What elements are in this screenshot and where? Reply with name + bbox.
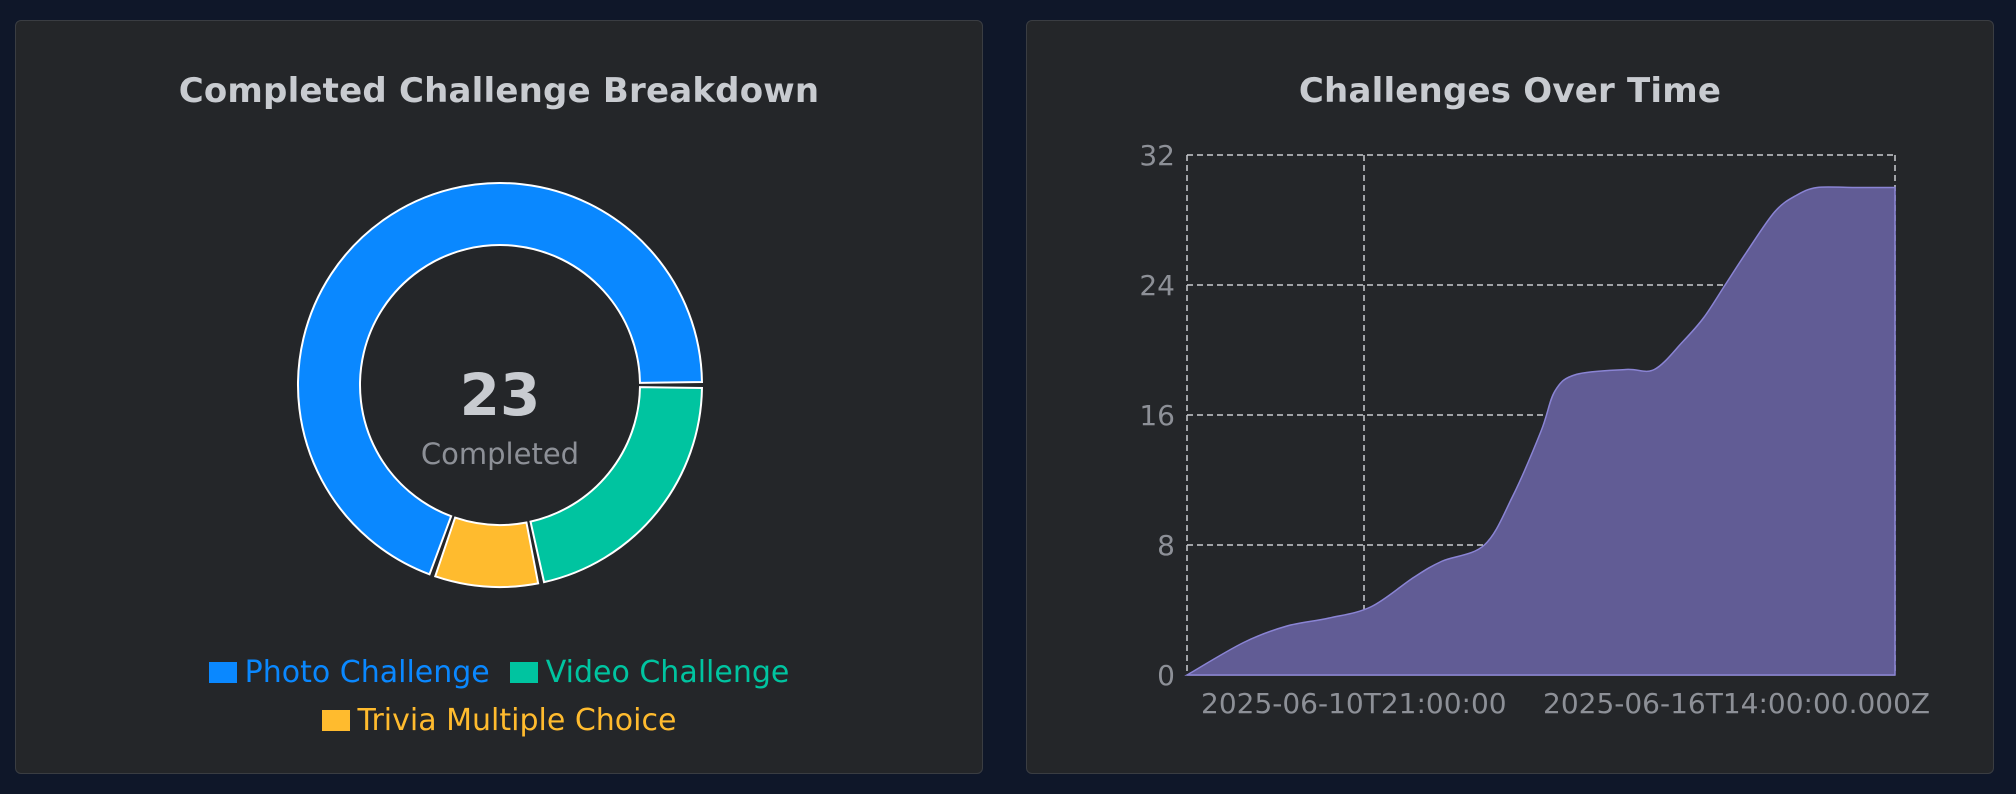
challenge-breakdown-panel: Completed Challenge Breakdown 23 Complet…	[15, 20, 983, 774]
donut-chart: 23 Completed	[297, 182, 703, 588]
legend-label-photo: Photo Challenge	[244, 655, 490, 690]
challenges-over-time-panel: Challenges Over Time 0 8 16 24 32 2025-06-10…	[1026, 20, 1994, 774]
y-tick-label-32: 32	[1139, 139, 1175, 172]
y-tick-label-24: 24	[1139, 269, 1175, 302]
completed-label: Completed	[421, 437, 579, 471]
breakdown-title: Completed Challenge Breakdown	[178, 71, 820, 111]
legend-row-2: Trivia Multiple Choice	[16, 703, 982, 738]
legend-label-video: Video Challenge	[545, 655, 790, 690]
legend-row-1: Photo Challenge Video Challenge	[16, 655, 982, 690]
legend-item-photo[interactable]: Photo Challenge	[208, 655, 490, 690]
donut-slice-video-challenge[interactable]	[529, 386, 703, 584]
legend-swatch-photo	[208, 662, 237, 683]
x-tick-label-1: 2025-06-16T14:00:00.000Z	[1543, 687, 1930, 720]
x-tick-label-0: 2025-06-10T21:00:00	[1201, 687, 1507, 720]
over-time-title: Challenges Over Time	[1298, 71, 1722, 111]
y-tick-label-16: 16	[1139, 399, 1175, 432]
legend-label-trivia: Trivia Multiple Choice	[357, 703, 677, 738]
completed-count: 23	[460, 361, 541, 429]
legend-item-video[interactable]: Video Challenge	[509, 655, 790, 690]
legend-swatch-video	[509, 662, 538, 683]
donut-slice-photo-challenge[interactable]	[297, 182, 703, 576]
y-tick-label-0: 0	[1157, 659, 1175, 692]
area-series	[1184, 186, 1896, 676]
legend-swatch-trivia	[321, 710, 350, 731]
area-chart: 0 8 16 24 32 2025-06-10T21:00:00 2025-06-16T1…	[1139, 139, 1930, 720]
y-tick-label-8: 8	[1157, 529, 1175, 562]
donut-slice-trivia-multiple-choice[interactable]	[433, 516, 540, 588]
legend-item-trivia[interactable]: Trivia Multiple Choice	[321, 703, 677, 738]
